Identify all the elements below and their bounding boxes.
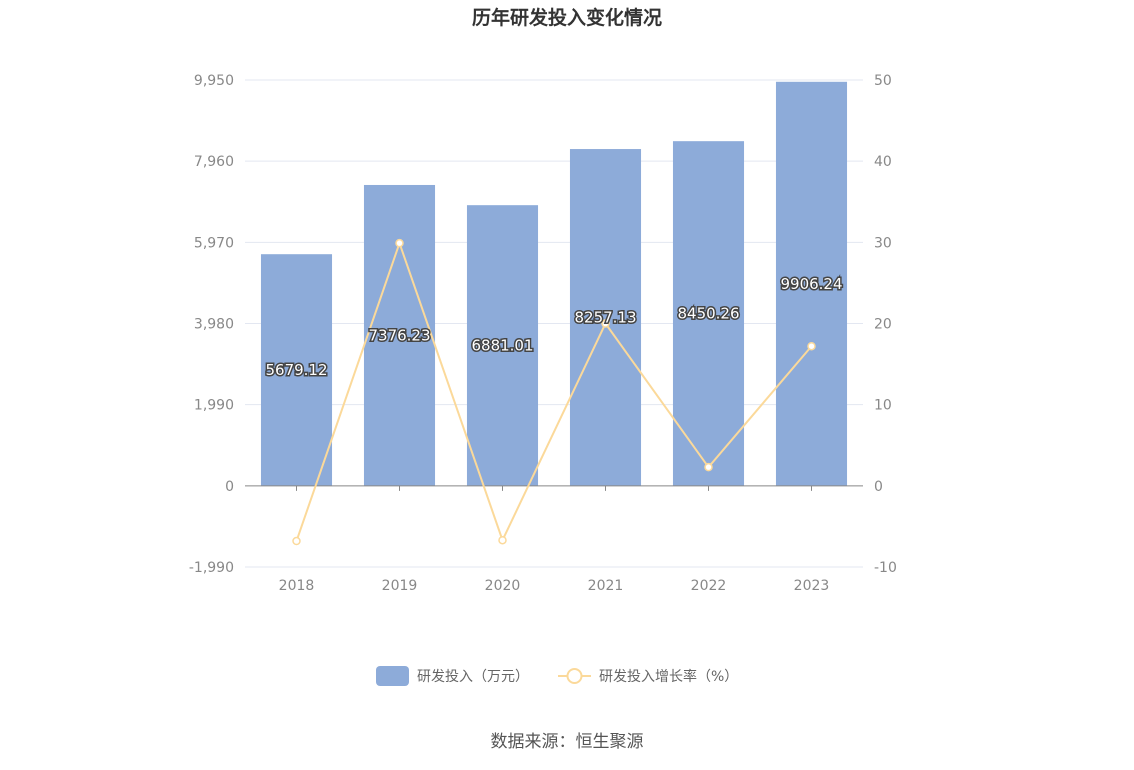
line-point[interactable] bbox=[498, 535, 507, 545]
line-point[interactable] bbox=[704, 462, 713, 472]
grid-lines bbox=[245, 79, 863, 568]
right-y-tick-label: 20 bbox=[874, 317, 892, 333]
bar[interactable] bbox=[672, 141, 745, 486]
right-y-tick-label: 0 bbox=[874, 479, 883, 495]
right-y-tick-label: 30 bbox=[874, 235, 892, 251]
right-y-tick-label: 40 bbox=[874, 154, 892, 170]
chart-title: 历年研发投入变化情况 bbox=[472, 6, 662, 29]
line-point[interactable] bbox=[807, 341, 816, 351]
x-tick-label: 2023 bbox=[794, 578, 830, 594]
left-y-tick-label: 5,970 bbox=[194, 235, 234, 251]
left-y-tick-label: 7,960 bbox=[194, 154, 234, 170]
legend-bar-swatch bbox=[376, 666, 409, 686]
legend[interactable]: 研发投入（万元） 研发投入增长率（%） bbox=[376, 666, 738, 686]
legend-item-bar-series[interactable]: 研发投入（万元） bbox=[376, 666, 529, 686]
legend-bar-label: 研发投入（万元） bbox=[417, 669, 529, 685]
line-point[interactable] bbox=[395, 238, 404, 248]
bar-value-label: 5679.12 bbox=[265, 361, 327, 379]
left-y-tick-label: 3,980 bbox=[194, 317, 234, 333]
growth-rate-line bbox=[295, 240, 813, 543]
right-y-tick-label: -10 bbox=[874, 560, 897, 576]
bar[interactable] bbox=[775, 81, 848, 486]
left-y-tick-label: 1,990 bbox=[194, 398, 234, 414]
right-y-tick-label: 50 bbox=[874, 73, 892, 89]
legend-line-marker bbox=[566, 668, 583, 684]
legend-item-line-series[interactable]: 研发投入增长率（%） bbox=[558, 668, 738, 685]
x-tick-label: 2019 bbox=[382, 578, 418, 594]
left-y-tick-label: 0 bbox=[225, 479, 234, 495]
line-series bbox=[292, 238, 816, 546]
x-tick-label: 2021 bbox=[588, 578, 624, 594]
bar-series bbox=[260, 81, 848, 486]
bar[interactable] bbox=[466, 205, 539, 486]
x-tick-label: 2018 bbox=[279, 578, 315, 594]
line-point[interactable] bbox=[601, 319, 610, 328]
data-source: 数据来源：恒生聚源 bbox=[491, 732, 644, 752]
bar[interactable] bbox=[363, 184, 436, 486]
bar-value-label: 7376.23 bbox=[368, 326, 430, 344]
left-y-tick-label: -1,990 bbox=[189, 560, 234, 576]
left-y-axis: -1,990 0 1,990 3,980 5,970 7,960 9,950 bbox=[189, 73, 234, 576]
x-axis: 2018 2019 2020 2021 2022 2023 bbox=[245, 485, 863, 594]
line-point[interactable] bbox=[292, 536, 301, 546]
left-y-tick-label: 9,950 bbox=[194, 73, 234, 89]
bar-value-label: 9906.24 bbox=[780, 275, 842, 293]
bar-value-label: 8257.13 bbox=[574, 308, 636, 326]
legend-line-label: 研发投入增长率（%） bbox=[599, 668, 738, 685]
right-y-axis: -10 0 10 20 30 40 50 bbox=[874, 73, 897, 576]
bar[interactable] bbox=[569, 149, 642, 486]
bar-value-labels: 5679.12 7376.23 6881.01 8257.13 8450.26 9906.… bbox=[264, 273, 844, 380]
x-tick-label: 2022 bbox=[691, 578, 727, 594]
x-tick-label: 2020 bbox=[485, 578, 521, 594]
bar-value-label: 8450.26 bbox=[677, 305, 739, 323]
right-y-tick-label: 10 bbox=[874, 398, 892, 414]
bar[interactable] bbox=[260, 254, 333, 486]
bar-value-label: 6881.01 bbox=[471, 337, 533, 355]
